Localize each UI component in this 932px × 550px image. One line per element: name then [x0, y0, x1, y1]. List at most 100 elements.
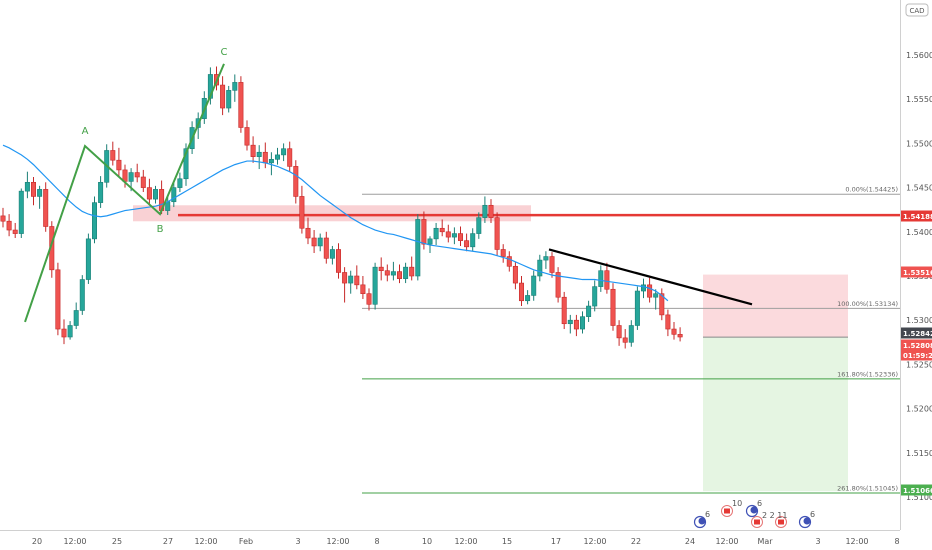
candle — [671, 321, 677, 340]
price-tag-bg — [901, 339, 932, 351]
candle — [415, 214, 421, 281]
candle — [586, 300, 592, 322]
candle-body — [506, 256, 512, 267]
candle-body — [525, 295, 531, 302]
candle — [647, 277, 653, 303]
candle — [579, 311, 585, 334]
candle — [140, 169, 146, 193]
candle-body — [549, 256, 555, 273]
price-tag-text: 01:59:29 — [903, 352, 932, 360]
candle — [98, 176, 104, 208]
candle — [116, 147, 122, 177]
candle — [37, 185, 43, 209]
abc-pattern-line — [24, 63, 225, 323]
candle — [24, 171, 30, 199]
candle — [18, 188, 24, 238]
candle-body — [543, 256, 549, 261]
level-lines: 0.00%(1.54425) 100.00%(1.53134) 161.80%(1.… — [178, 186, 900, 494]
flag-icon-fill — [754, 519, 760, 525]
candle — [311, 230, 317, 254]
price-tag-text: 1.54188 — [903, 213, 932, 221]
candle — [305, 217, 311, 245]
candle — [55, 262, 61, 336]
candle-body — [116, 159, 122, 171]
candle — [470, 228, 476, 252]
candle — [445, 224, 451, 243]
y-tick-label: 1.51500 — [906, 449, 932, 458]
moving-average-line — [2, 144, 669, 302]
x-tick-label: 20 — [32, 537, 42, 546]
candle — [610, 283, 616, 331]
candle-body — [537, 259, 543, 277]
abc-label: B — [157, 224, 164, 235]
candle-body — [79, 279, 85, 311]
price-tag: 1.53516 — [901, 266, 932, 278]
candle — [451, 227, 457, 245]
price-tags: 1.54188 1.53516 1.52842 1.52808 01:59:29 1.51… — [901, 210, 932, 496]
candle — [268, 152, 274, 176]
candle — [281, 143, 287, 162]
x-tick-label: 12:00 — [583, 537, 606, 546]
moon-icon-fill — [803, 517, 811, 525]
candle — [250, 136, 256, 163]
candle-body — [146, 187, 152, 200]
x-tick-label: 12:00 — [715, 537, 738, 546]
candle — [85, 233, 91, 284]
candle — [409, 256, 415, 281]
candle — [73, 302, 79, 330]
candle-body — [293, 166, 299, 197]
candle — [171, 183, 177, 208]
candle-body — [37, 189, 43, 197]
candle-body — [476, 217, 482, 234]
event-badge: 10 — [732, 499, 742, 508]
candle — [537, 254, 543, 282]
x-tick-label: 12:00 — [326, 537, 349, 546]
candle-body — [171, 187, 177, 203]
candle — [403, 262, 409, 284]
candle-body — [85, 238, 91, 280]
candle — [396, 264, 402, 284]
candle-body — [610, 288, 616, 326]
candle-body — [274, 154, 280, 160]
candle — [628, 320, 634, 347]
candle-body — [92, 202, 98, 240]
candle — [665, 309, 671, 337]
x-tick-label: 8 — [894, 537, 899, 546]
candle-body — [647, 284, 653, 298]
candle — [323, 231, 329, 264]
candle-body — [427, 238, 433, 245]
candle-body — [604, 270, 610, 290]
candle-body — [372, 266, 378, 305]
candle — [616, 320, 622, 346]
x-tick-label: 27 — [163, 537, 173, 546]
price-tag-text: 1.51066 — [903, 487, 932, 495]
flag-icon-fill — [778, 519, 784, 525]
candle — [79, 275, 85, 315]
candle — [439, 219, 445, 237]
candle — [512, 261, 518, 290]
candle — [110, 141, 116, 166]
candle — [61, 319, 67, 345]
candle — [561, 291, 567, 330]
event-icon — [775, 516, 787, 528]
x-tick-label: 22 — [631, 537, 641, 546]
candle — [299, 185, 305, 234]
candle — [329, 245, 335, 265]
moon-icon-fill — [698, 517, 706, 525]
x-tick-label: 17 — [551, 537, 561, 546]
candle-body — [640, 284, 646, 292]
moving-average — [2, 144, 669, 302]
price-tag: 01:59:29 — [901, 349, 932, 361]
candle — [335, 243, 341, 279]
candle-body — [457, 233, 463, 241]
candle-body — [67, 325, 73, 338]
candle-body — [256, 151, 262, 157]
candle-body — [671, 328, 677, 335]
candle — [134, 163, 140, 183]
price-tag-bg — [901, 349, 932, 361]
y-tick-label: 1.56000 — [906, 51, 932, 60]
candle — [567, 314, 573, 334]
fib-label: 261.80%(1.51045) — [837, 485, 898, 493]
candle-body — [73, 310, 79, 326]
